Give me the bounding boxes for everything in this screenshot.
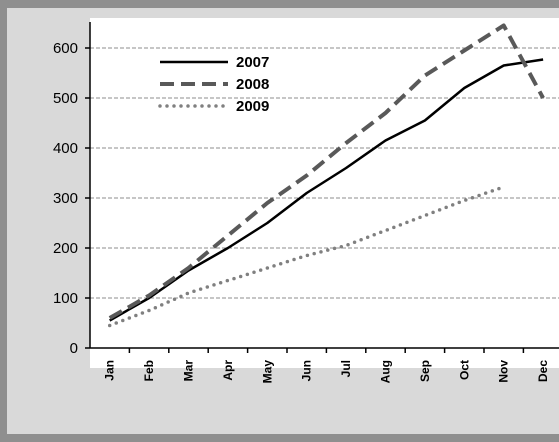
x-tick-label: May xyxy=(260,360,274,384)
x-tick-label: Dec xyxy=(536,360,550,382)
series-lines xyxy=(107,23,545,328)
legend: 2007 2008 2009 xyxy=(158,54,269,115)
y-tick-label: 300 xyxy=(53,190,78,207)
gridlines xyxy=(90,47,559,299)
x-tick-label: Jul xyxy=(339,360,353,377)
y-tick-label: 100 xyxy=(53,290,78,307)
y-tick-label: 200 xyxy=(53,240,78,257)
plot-area-background xyxy=(90,18,559,368)
y-axis-tick-labels: 0 100 200 300 400 500 600 xyxy=(53,40,78,357)
x-axis-tick-labels: Jan Feb Mar Apr May Jun Jul Aug Sep Oct Nov Dec xyxy=(103,360,550,384)
x-tick-label: Nov xyxy=(497,360,511,383)
x-tick-label: Oct xyxy=(457,360,471,380)
axes xyxy=(85,22,559,353)
y-tick-label: 500 xyxy=(53,90,78,107)
series-line-2009 xyxy=(107,185,506,328)
x-tick-label: Feb xyxy=(142,360,156,381)
x-tick-label: Apr xyxy=(221,360,235,381)
legend-label-2009: 2009 xyxy=(236,98,269,115)
y-tick-label: 0 xyxy=(70,340,78,357)
y-tick-label: 400 xyxy=(53,140,78,157)
legend-label-2008: 2008 xyxy=(236,76,269,93)
y-tick-label: 600 xyxy=(53,40,78,57)
x-tick-label: Sep xyxy=(418,360,432,382)
series-line-2008 xyxy=(108,23,545,320)
x-tick-label: Mar xyxy=(182,360,196,382)
series-line-2007 xyxy=(109,58,544,322)
legend-label-2007: 2007 xyxy=(236,54,269,71)
x-tick-label: Jun xyxy=(300,360,314,381)
x-tick-label: Aug xyxy=(379,360,393,383)
x-tick-label: Jan xyxy=(103,360,117,381)
